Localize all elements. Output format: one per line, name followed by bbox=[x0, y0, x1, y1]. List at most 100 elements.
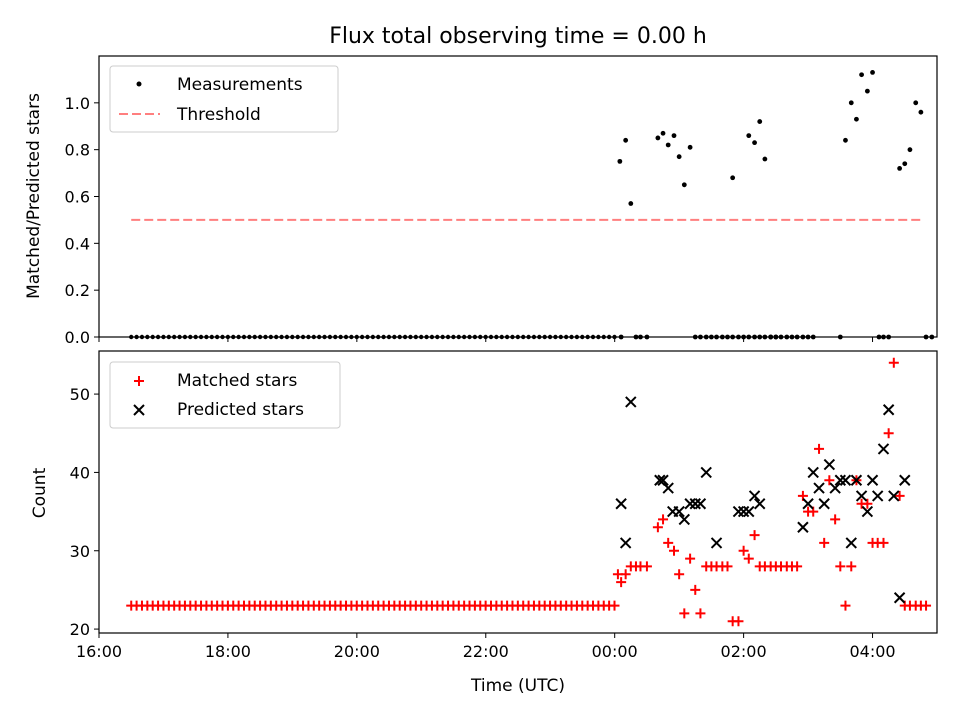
ratio-y-tick-label: 0.4 bbox=[65, 234, 90, 253]
predicted-star-point bbox=[850, 474, 863, 486]
measurement-point bbox=[660, 130, 666, 136]
predicted-star-point bbox=[888, 490, 900, 502]
measurement-point bbox=[913, 100, 919, 106]
x-tick-label: 22:00 bbox=[463, 642, 509, 661]
matched-star-point bbox=[738, 545, 749, 556]
matched-star-point bbox=[695, 608, 706, 619]
predicted-star-point bbox=[673, 505, 685, 518]
measurement-point bbox=[665, 142, 671, 148]
matched-star-point bbox=[658, 514, 669, 525]
predicted-star-point bbox=[743, 505, 755, 518]
predicted-star-point bbox=[813, 482, 825, 494]
measurement-point bbox=[617, 158, 623, 164]
matched-star-point bbox=[830, 514, 841, 525]
measurement-point bbox=[681, 182, 687, 188]
count-x-axis: 16:00 18:00 20:00 22:00 00:00 02:00 04:00 bbox=[76, 633, 896, 661]
predicted-star-point bbox=[662, 482, 674, 494]
matched-star-point bbox=[840, 600, 851, 611]
predicted-star-point bbox=[694, 498, 707, 510]
matched-star-point bbox=[921, 600, 932, 611]
matched-star-point bbox=[743, 553, 754, 564]
matched-star-point bbox=[894, 490, 905, 501]
ratio-y-tick-label: 1.0 bbox=[65, 94, 90, 113]
measurement-point bbox=[843, 137, 848, 143]
x-tick-label: 04:00 bbox=[849, 642, 895, 661]
predicted-star-point bbox=[899, 474, 911, 486]
matched-star-point bbox=[835, 561, 846, 572]
count-y-axis-label: Count bbox=[30, 467, 50, 518]
ratio-y-tick-label: 0.8 bbox=[65, 141, 90, 160]
matched-star-point bbox=[814, 443, 825, 454]
count-y-tick-label: 30 bbox=[70, 542, 90, 561]
count-panel: 20 30 40 50 16:00 18:00 20:00 22:00 00:00 02:00 0… bbox=[30, 350, 938, 696]
matched-star-point bbox=[749, 530, 760, 541]
predicted-star-point bbox=[700, 466, 712, 479]
predicted-star-point bbox=[871, 490, 884, 502]
count-y-tick-label: 20 bbox=[70, 620, 90, 639]
matched-star-point bbox=[883, 428, 894, 439]
count-y-tick-label: 40 bbox=[70, 463, 90, 482]
x-axis-label: Time (UTC) bbox=[470, 676, 565, 696]
measurement-point bbox=[676, 154, 682, 160]
ratio-panel: 0.0 0.2 0.4 0.6 0.8 1.0 Flux total observing … bbox=[24, 24, 938, 347]
legend-predicted-marker bbox=[133, 404, 145, 416]
measurement-point bbox=[762, 156, 768, 162]
predicted-star-point bbox=[882, 404, 895, 416]
matched-star-point bbox=[878, 537, 889, 548]
predicted-star-point bbox=[866, 474, 879, 486]
measurement-point bbox=[918, 109, 924, 115]
matched-star-point bbox=[690, 584, 701, 595]
count-legend: Matched stars Predicted stars bbox=[109, 361, 341, 429]
ratio-y-tick-label: 0.6 bbox=[65, 188, 90, 207]
predicted-star-point bbox=[845, 537, 857, 549]
count-y-axis: 20 30 40 50 bbox=[70, 385, 99, 639]
measurement-point bbox=[752, 140, 757, 146]
legend-predicted-label: Predicted stars bbox=[177, 400, 304, 420]
measurement-point bbox=[671, 133, 677, 139]
matched-star-point bbox=[792, 561, 803, 572]
matched-star-point bbox=[674, 569, 685, 580]
matched-star-point bbox=[620, 569, 631, 580]
matched-star-point bbox=[888, 357, 899, 368]
matched-star-point bbox=[722, 561, 733, 572]
matched-star-point bbox=[819, 537, 830, 548]
ratio-y-tick-label: 0.2 bbox=[65, 281, 90, 300]
legend-threshold-label: Threshold bbox=[176, 105, 261, 125]
predicted-star-point bbox=[877, 443, 890, 455]
legend-matched-marker bbox=[134, 376, 144, 386]
matched-star-point bbox=[641, 561, 652, 572]
measurement-point bbox=[864, 88, 870, 94]
matched-star-point bbox=[652, 522, 663, 533]
matched-star-point bbox=[846, 561, 857, 572]
count-y-tick-label: 50 bbox=[70, 385, 90, 404]
count-plot-frame bbox=[98, 350, 938, 634]
legend-measurements-marker bbox=[136, 81, 142, 87]
predicted-star-point bbox=[797, 521, 809, 533]
matched-star-point bbox=[685, 553, 696, 564]
predicted-star-point bbox=[710, 537, 723, 549]
x-tick-label: 20:00 bbox=[334, 642, 380, 661]
predicted-star-point bbox=[802, 498, 814, 510]
ratio-legend-frame bbox=[109, 65, 339, 133]
ratio-y-axis: 0.0 0.2 0.4 0.6 0.8 1.0 bbox=[65, 94, 99, 347]
ratio-y-tick-label: 0.0 bbox=[65, 328, 90, 347]
ratio-x-axis bbox=[98, 337, 874, 342]
measurement-point bbox=[757, 119, 763, 124]
predicted-star-point bbox=[839, 474, 852, 486]
chart-title: Flux total observing time = 0.00 h bbox=[329, 24, 707, 49]
ratio-legend: Measurements Threshold bbox=[109, 65, 339, 133]
predicted-star-point bbox=[818, 498, 830, 510]
matched-star-point bbox=[679, 608, 690, 619]
x-tick-label: 02:00 bbox=[721, 642, 767, 661]
predicted-star-point bbox=[829, 482, 841, 494]
measurement-point bbox=[623, 137, 629, 143]
x-tick-label: 00:00 bbox=[592, 642, 638, 661]
matched-star-point bbox=[663, 537, 674, 548]
matched-star-point bbox=[824, 475, 835, 486]
predicted-star-point bbox=[684, 498, 696, 510]
measurement-point bbox=[746, 133, 752, 139]
matched-star-point bbox=[616, 577, 627, 588]
measurement-point bbox=[730, 175, 736, 181]
ratio-y-axis-label: Matched/Predicted stars bbox=[24, 93, 44, 299]
